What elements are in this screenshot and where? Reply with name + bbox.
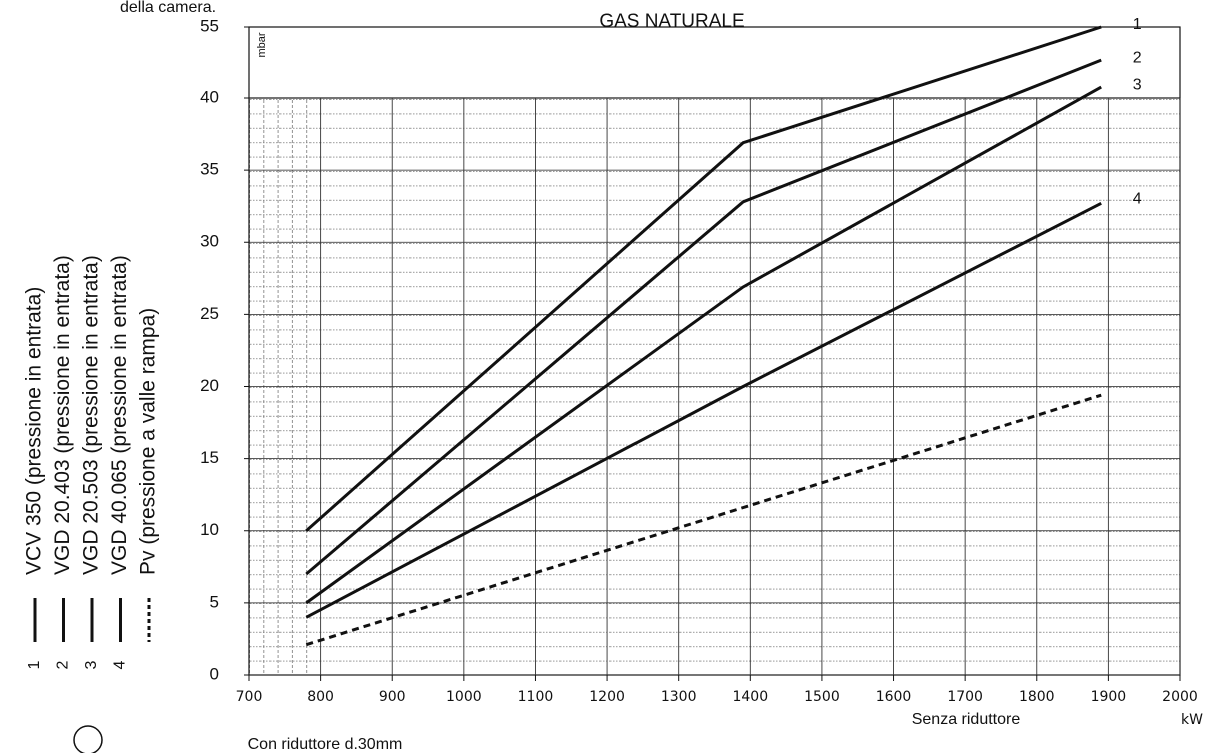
x-tick-label: 1500 [804,689,840,705]
legend-label: VGD 20.403 (pressione in entrata) [51,255,74,575]
series-end-label: 4 [1133,191,1142,208]
x-tick-label: 2000 [1162,689,1198,705]
x-tick-label: 1700 [947,689,983,705]
legend-number: 4 [112,660,129,669]
x-tick-label: 1200 [589,689,625,705]
series-line [305,58,1102,576]
x-tick-label: 1800 [1019,689,1055,705]
y-unit: mbar [256,32,268,57]
series-end-label: 3 [1133,76,1142,93]
legend-number: 1 [26,660,43,669]
x-tick-label: 1000 [446,689,482,705]
y-tick-label: 15 [200,448,219,467]
x-tick-label: 1400 [732,689,768,705]
annotation: Senza riduttore [912,711,1021,728]
x-tick-label: 1600 [876,689,912,705]
y-tick-label: 5 [210,592,219,611]
y-tick-label: 40 [200,87,219,106]
series-line [305,25,1102,532]
y-tick-label: 10 [200,520,219,539]
caption-fragment: della camera. [120,0,216,16]
y-tick-label: 35 [200,160,219,179]
legend-label: Pv (pressione a valle rampa) [137,308,160,575]
x-tick-label: 700 [236,689,263,705]
series-line [305,393,1102,647]
series-line [305,85,1102,605]
x-tick-label: 1900 [1091,689,1127,705]
x-unit: kW [1181,712,1203,728]
annotation: Con riduttore d.30mm [248,736,403,753]
y-tick-label: 20 [200,376,219,395]
circle-icon [73,725,103,753]
legend-label: VGD 40.065 (pressione in entrata) [108,255,131,575]
x-tick-label: 800 [307,689,334,705]
legend-number: 3 [83,660,100,669]
series-end-label: 2 [1133,49,1142,66]
legend-label: VGD 20.503 (pressione in entrata) [80,255,103,575]
y-tick-label: 30 [200,232,219,251]
series-end-label: 1 [1133,16,1142,33]
series-line [305,201,1102,619]
legend-label: VCV 350 (pressione in entrata) [23,287,46,575]
y-tick-label: 0 [210,664,219,683]
y-tick-label: 25 [200,304,219,323]
x-tick-label: 900 [379,689,406,705]
legend-number: 2 [55,660,72,669]
x-tick-label: 1300 [661,689,697,705]
chart-title: GAS NATURALE [599,11,744,32]
y-tick-label: 55 [200,16,219,35]
x-tick-label: 1100 [518,689,554,705]
